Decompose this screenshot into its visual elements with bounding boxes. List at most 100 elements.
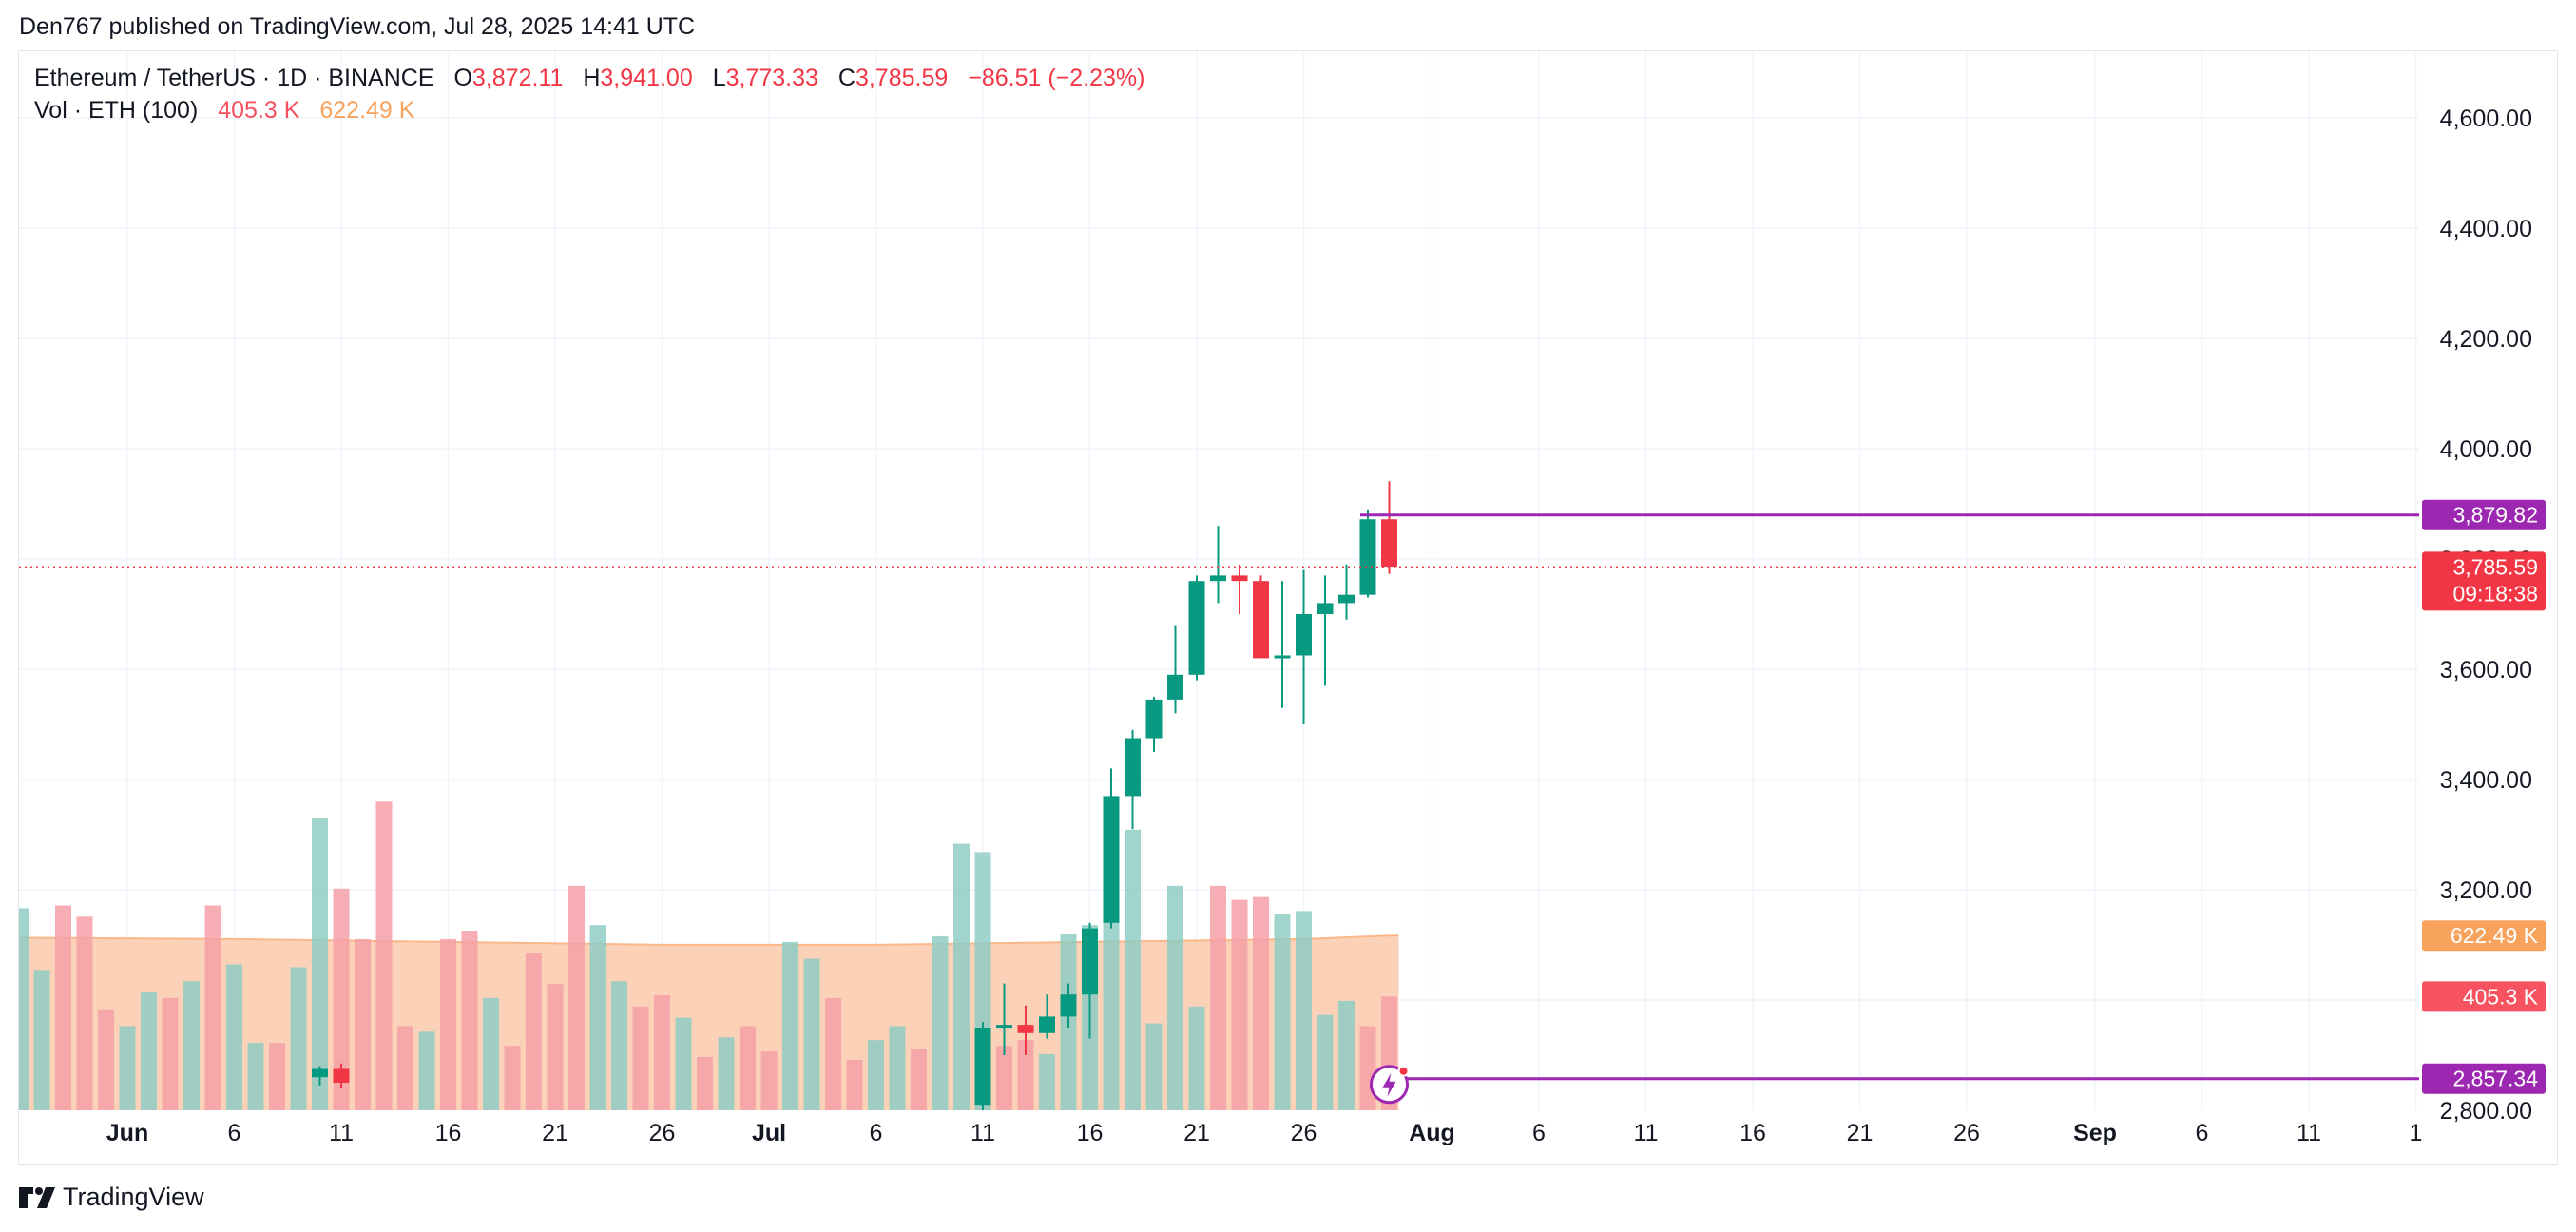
lightning-icon — [1382, 1072, 1396, 1097]
volume-bar — [1253, 896, 1269, 1110]
volume-bar — [204, 905, 221, 1110]
high-label: H — [583, 65, 601, 91]
y-tick-label: 3,400.00 — [2440, 767, 2532, 794]
candle-body — [1274, 655, 1291, 659]
candle-body — [1103, 796, 1120, 923]
volume-ma-value: 622.49 K — [319, 97, 415, 124]
candle-body — [1338, 594, 1355, 604]
volume-bar — [1317, 1014, 1334, 1110]
volume-bar — [740, 1026, 756, 1110]
volume-bar — [1103, 872, 1120, 1110]
x-tick-label: 26 — [1291, 1120, 1317, 1146]
volume-bar — [483, 997, 499, 1110]
volume-bar — [269, 1043, 285, 1110]
volume-legend: Vol · ETH (100) 405.3 K 622.49 K — [34, 97, 414, 125]
low-value: 3,773.33 — [725, 65, 818, 91]
candle-body — [1145, 699, 1163, 739]
brand-name: TradingView — [63, 1183, 204, 1211]
x-tick-label: Sep — [2073, 1120, 2117, 1146]
candle-body — [1231, 575, 1248, 582]
volume-bar — [760, 1051, 778, 1110]
x-tick-label: 11 — [1634, 1120, 1659, 1146]
volume-bar — [911, 1049, 927, 1110]
candle-body — [974, 1028, 991, 1106]
x-tick-label: 6 — [2196, 1120, 2209, 1146]
alert-dot-icon — [1397, 1065, 1410, 1077]
volume-bar — [247, 1043, 264, 1110]
candle-body — [1296, 614, 1312, 656]
x-tick-label: 6 — [870, 1120, 883, 1146]
volume-bar — [19, 908, 29, 1110]
volume-bar — [1359, 1026, 1376, 1110]
volume-bar — [1167, 885, 1183, 1110]
last-price-badge-text: 09:18:38 — [2452, 581, 2538, 606]
y-tick-label: 4,000.00 — [2440, 436, 2532, 463]
volume-bar — [611, 981, 627, 1110]
level-badge-upper — [2422, 499, 2546, 530]
y-tick-label: 3,600.00 — [2440, 657, 2532, 683]
volume-bar — [418, 1031, 435, 1110]
candle-body — [1167, 674, 1183, 700]
y-tick-label: 4,200.00 — [2440, 326, 2532, 353]
volume-bar — [355, 938, 371, 1110]
last-price-badge — [2422, 551, 2546, 611]
y-tick-label: 4,600.00 — [2440, 106, 2532, 132]
volume-bar — [654, 994, 670, 1110]
x-tick-label: 16 — [1077, 1120, 1104, 1146]
volume-bar — [568, 885, 585, 1110]
candle-body — [996, 1025, 1012, 1029]
volume-badge — [2422, 981, 2546, 1012]
x-tick-label: 6 — [228, 1120, 241, 1146]
plot-area — [19, 481, 1399, 1110]
volume-bar — [1231, 899, 1248, 1110]
volume-bar — [868, 1040, 884, 1110]
level-badge-upper-text: 3,879.82 — [2452, 503, 2538, 528]
open-label: O — [453, 65, 472, 91]
volume-bar — [675, 1017, 692, 1110]
volume-bar — [226, 964, 242, 1110]
volume-bar — [632, 1006, 649, 1110]
volume-ma-line — [19, 934, 1399, 946]
candle-body — [1039, 1016, 1055, 1033]
level-badge-lower-text: 2,857.34 — [2452, 1067, 2538, 1091]
x-tick-label: Jul — [752, 1120, 786, 1146]
volume-bar — [504, 1046, 521, 1110]
volume-ma-badge — [2422, 920, 2546, 952]
volume-label[interactable]: Vol · ETH (100) — [34, 97, 199, 124]
volume-bar — [526, 953, 542, 1110]
x-tick-label: 21 — [1183, 1120, 1210, 1146]
volume-ma-badge-text: 622.49 K — [2451, 923, 2539, 948]
volume-bar — [1338, 1000, 1355, 1110]
volume-bar — [119, 1026, 136, 1110]
y-tick-label: 2,800.00 — [2440, 1098, 2532, 1125]
volume-bar — [183, 981, 200, 1110]
symbol-label[interactable]: Ethereum / TetherUS · 1D · BINANCE — [34, 65, 434, 91]
volume-bar — [141, 992, 157, 1110]
candle-body — [312, 1068, 328, 1078]
tradingview-logo[interactable]: TradingView — [19, 1183, 204, 1212]
x-tick-label: 1 — [2410, 1120, 2423, 1146]
volume-bar — [1017, 1040, 1034, 1110]
tradingview-logo-icon — [19, 1186, 55, 1208]
candle-body — [1125, 738, 1141, 797]
volume-bar — [55, 905, 71, 1110]
volume-bar — [333, 888, 350, 1110]
volume-badge-text: 405.3 K — [2463, 984, 2539, 1009]
low-label: L — [712, 65, 726, 91]
volume-bar — [33, 970, 50, 1110]
x-tick-label: Jun — [106, 1120, 148, 1146]
volume-bar — [375, 801, 393, 1110]
ohlc-legend: Ethereum / TetherUS · 1D · BINANCE O3,87… — [34, 65, 1144, 92]
x-tick-label: 6 — [1532, 1120, 1546, 1146]
candle-body — [333, 1068, 350, 1083]
publisher-line: Den767 published on TradingView.com, Jul… — [19, 13, 696, 40]
volume-value: 405.3 K — [218, 97, 300, 124]
volume-bar — [397, 1026, 413, 1110]
volume-bar — [932, 935, 949, 1110]
candle-body — [1253, 581, 1269, 659]
last-price-badge-text: 3,785.59 — [2452, 554, 2538, 579]
x-tick-label: 16 — [435, 1120, 462, 1146]
candle-body — [1082, 928, 1098, 995]
candle-body — [1060, 994, 1077, 1017]
